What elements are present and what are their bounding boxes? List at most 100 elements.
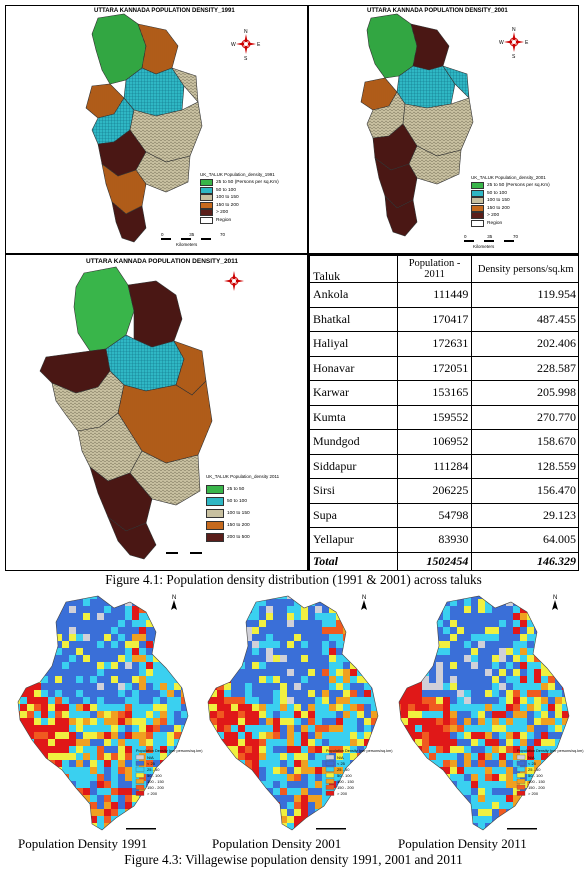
village-legend-swatch <box>325 766 335 772</box>
map-panel-1991: UTTARA KANNADA POPULATION DENSITY_1991 <box>5 5 308 254</box>
village-legend-swatch <box>135 778 145 784</box>
svg-text:N: N <box>244 29 248 35</box>
village-legend-swatch <box>135 754 145 760</box>
table-cell-density: 202.406 <box>471 331 578 357</box>
scale-bar <box>316 828 346 830</box>
village-map-1: N Population Density (per persons/sq.km) N… <box>207 595 393 831</box>
village-legend: Population Density (per persons/sq.km) N/… <box>325 749 393 796</box>
village-map-2: N Population Density (per persons/sq.km) N… <box>398 595 584 831</box>
population-table-panel: Taluk Population - 2011 Density persons/… <box>308 254 579 571</box>
table-cell-density: 228.587 <box>471 355 578 381</box>
svg-text:N: N <box>512 27 516 33</box>
legend-2001: UK_TALUK Population_density_2001 25 to 5… <box>471 175 550 227</box>
village-legend-swatch <box>325 772 335 778</box>
table-cell-taluk: Sirsi <box>309 478 398 504</box>
village-legend-label: 50 - 100 <box>337 773 352 778</box>
taluk-map-1991: N E W S <box>85 13 261 243</box>
village-legend-swatch <box>135 760 145 766</box>
table-cell-taluk: Ankola <box>309 282 398 308</box>
legend-swatch <box>206 496 224 506</box>
village-legend-swatch <box>516 790 526 796</box>
table-row: Ankola 111449 119.954 <box>309 282 578 308</box>
village-legend-swatch <box>516 772 526 778</box>
compass-rose-icon <box>224 271 244 291</box>
table-cell-taluk: Bhatkal <box>309 306 398 332</box>
village-legend-swatch <box>516 778 526 784</box>
table-cell-population: 172631 <box>396 331 473 357</box>
north-arrow-icon: N <box>171 595 177 610</box>
table-cell-population: 83930 <box>396 527 473 553</box>
village-legend-label: N/A <box>147 755 154 760</box>
legend-swatch <box>200 209 213 217</box>
legend-2011: UK_TALUK Population_density 2011 25 to 5… <box>206 474 280 542</box>
map-panel-2011: UTTARA KANNADA POPULATION DENSITY_2011 U… <box>5 254 308 571</box>
village-legend-swatch <box>516 766 526 772</box>
figure-4-3-caption: Figure 4.3: Villagewise population densi… <box>124 852 463 867</box>
compass-rose-icon: N E W S <box>499 27 529 60</box>
village-legend-title: Population Density (per persons/sq.km) <box>326 749 393 753</box>
table-row: Yellapur 83930 64.005 <box>309 527 578 553</box>
legend-swatch <box>471 219 484 227</box>
table-cell-taluk: Mundgod <box>309 429 398 455</box>
village-legend-label: 100 - 150 <box>147 779 165 784</box>
village-legend-label: 150 - 200 <box>337 785 355 790</box>
village-legend: Population Density (per persons/sq.km) N/… <box>135 749 203 796</box>
table-cell-density: 29.123 <box>471 502 578 528</box>
village-legend-swatch <box>325 784 335 790</box>
legend-swatch <box>206 520 224 530</box>
legend-swatch <box>200 186 213 194</box>
taluk-map-2011 <box>39 266 244 560</box>
scale-bar <box>166 552 202 554</box>
svg-text:E: E <box>525 40 529 46</box>
svg-text:W: W <box>231 42 236 48</box>
map-title-2011: UTTARA KANNADA POPULATION DENSITY_2011 <box>86 258 239 265</box>
map-title-1991: UTTARA KANNADA POPULATION DENSITY_1991 <box>94 8 235 14</box>
scale-bar <box>126 828 156 830</box>
village-legend-label: 150 - 200 <box>528 785 546 790</box>
village-legend-label: 50 - 100 <box>147 773 162 778</box>
population-table: Taluk Population - 2011 Density persons/… <box>309 255 578 570</box>
scale-label-1991: Kilometers <box>176 242 198 247</box>
village-legend-swatch <box>516 760 526 766</box>
village-legend-swatch <box>516 784 526 790</box>
table-cell-population: 170417 <box>396 306 473 332</box>
north-label: N <box>172 595 176 601</box>
table-row: Karwar 153165 205.998 <box>309 380 578 406</box>
village-legend-swatch <box>325 778 335 784</box>
table-cell-taluk: Karwar <box>309 380 398 406</box>
table-row: Sirsi 206225 156.470 <box>309 478 578 504</box>
village-legend-label: 25 - 50 <box>528 767 541 772</box>
scale-bar <box>507 828 537 830</box>
village-legend-swatch <box>135 772 145 778</box>
village-legend-swatch <box>135 766 145 772</box>
village-legend-label: 25 - 50 <box>147 767 160 772</box>
figure-4-1-caption: Figure 4.1: Population density distribut… <box>105 572 482 587</box>
village-legend-label: > 200 <box>528 791 539 796</box>
village-legend-label: 25 - 50 <box>337 767 350 772</box>
table-cell-population: 111449 <box>396 282 473 308</box>
taluk-yellapur <box>396 65 456 109</box>
legend-swatch <box>471 204 484 212</box>
table-cell-population: 54798 <box>396 502 473 528</box>
table-cell-taluk: Honavar <box>309 355 398 381</box>
table-cell-density: 270.770 <box>471 404 578 430</box>
svg-text:S: S <box>244 56 248 62</box>
table-row: Honavar 172051 228.587 <box>309 355 578 381</box>
map-panel-2001: UTTARA KANNADA POPULATION DENSITY_2001 N… <box>308 5 579 254</box>
legend-swatch <box>471 212 484 220</box>
village-density-maps: N Population Density (per persons/sq.km) N… <box>17 595 584 831</box>
svg-text:S: S <box>512 54 516 60</box>
table-total-density: 146.329 <box>471 551 578 570</box>
taluk-bhatkal <box>384 195 418 237</box>
village-legend-label: 100 - 150 <box>528 779 546 784</box>
table-cell-density: 156.470 <box>471 478 578 504</box>
village-map-0: N Population Density (per persons/sq.km) N… <box>17 595 203 831</box>
table-cell-taluk: Siddapur <box>309 453 398 479</box>
north-arrow-icon: N <box>361 595 367 610</box>
header-taluk: Taluk <box>309 255 398 283</box>
table-row: Kumta 159552 270.770 <box>309 404 578 430</box>
svg-text:E: E <box>257 42 261 48</box>
village-legend-label: > 200 <box>337 791 348 796</box>
sub-caption-2011: Population Density 2011 <box>398 836 527 851</box>
table-cell-taluk: Haliyal <box>309 331 398 357</box>
